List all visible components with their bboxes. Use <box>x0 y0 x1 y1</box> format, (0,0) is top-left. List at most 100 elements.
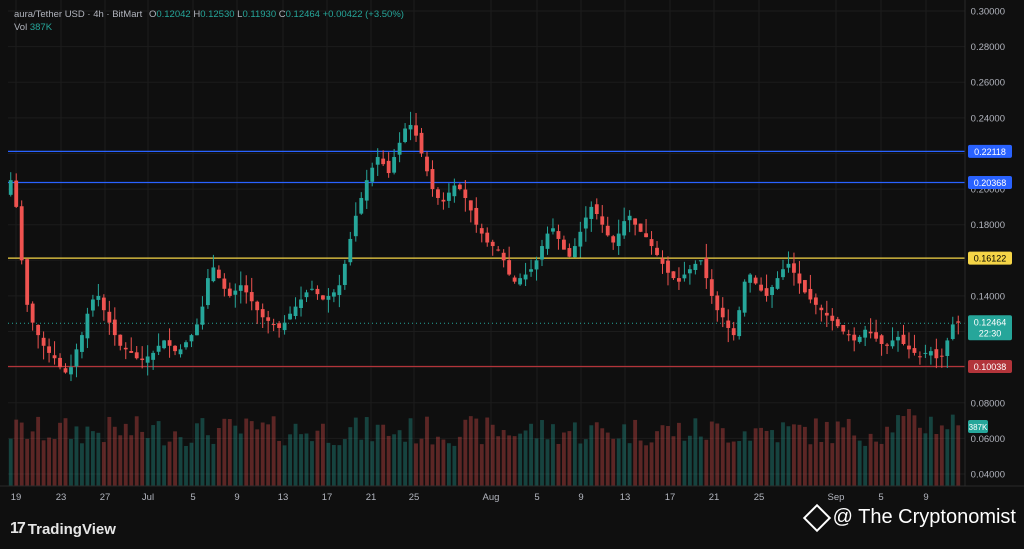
candle-body <box>80 335 84 352</box>
volume-bar <box>205 435 210 486</box>
candle-body <box>227 288 232 296</box>
candle-body <box>310 288 314 290</box>
candle-body <box>41 337 46 346</box>
volume-bar <box>879 443 884 486</box>
volume-bar <box>666 426 670 486</box>
volume-bar <box>698 436 703 486</box>
y-tick-label: 0.08000 <box>971 398 1005 409</box>
candle-body <box>452 185 457 197</box>
candle-body <box>299 299 303 308</box>
volume-bar <box>238 433 243 486</box>
candle-body <box>134 352 139 359</box>
candle-body <box>775 278 780 289</box>
volume-bar <box>255 429 260 486</box>
candle-body <box>556 231 561 239</box>
volume-bar <box>835 421 840 486</box>
volume-bar <box>611 438 616 486</box>
candle-body <box>835 319 840 327</box>
volume-bar <box>824 421 829 486</box>
volume-bar <box>370 441 375 486</box>
candle-body <box>956 321 961 323</box>
candle-body <box>414 125 418 136</box>
volume-bar <box>923 433 928 486</box>
legend-symbol: aura/Tether USD · 4h · BitMart <box>14 9 143 20</box>
candle-body <box>633 218 638 225</box>
volume-bar <box>529 423 533 486</box>
legend-close: 0.12464 <box>285 9 320 20</box>
x-tick-label: Aug <box>483 492 500 503</box>
candle-body <box>457 184 462 190</box>
volume-bar <box>36 416 41 486</box>
candle-body <box>704 257 709 279</box>
volume-bar <box>759 427 764 486</box>
legend-ohlc-row: aura/Tether USD · 4h · BitMart O0.12042 … <box>14 8 404 21</box>
candle-body <box>348 238 353 263</box>
candle-body <box>392 157 397 173</box>
candle-body <box>211 267 216 282</box>
candle-body <box>737 310 742 337</box>
tradingview-brand[interactable]: 17 TradingView <box>10 520 116 538</box>
volume-bar <box>939 425 944 486</box>
volume-bar <box>490 424 495 486</box>
volume-bar <box>271 416 276 486</box>
volume-bar <box>841 427 846 486</box>
volume-bar <box>551 424 555 486</box>
candle-body <box>271 324 276 326</box>
volume-bar <box>507 435 512 486</box>
x-tick-label: 17 <box>665 492 676 503</box>
y-tick-label: 0.04000 <box>971 470 1005 481</box>
candle-body <box>572 246 577 258</box>
candle-body <box>666 260 670 273</box>
volume-bar <box>419 438 424 486</box>
x-tick-label: 27 <box>100 492 111 503</box>
volume-bar <box>310 441 314 486</box>
candle-body <box>288 313 292 320</box>
volume-bar <box>627 443 632 486</box>
candle-body <box>441 199 446 202</box>
candle-body <box>567 248 572 257</box>
candle-body <box>720 307 725 318</box>
volume-bar <box>578 443 583 486</box>
level-tag-label: 0.16122 <box>974 254 1007 264</box>
candle-body <box>474 207 479 225</box>
volume-bars <box>8 408 961 486</box>
volume-bar <box>436 436 440 486</box>
volume-bar <box>709 421 714 486</box>
volume-bar <box>47 437 51 486</box>
candle-body <box>797 273 802 284</box>
candle-body <box>770 287 774 295</box>
candle-body <box>151 352 156 360</box>
volume-bar <box>156 421 161 486</box>
candle-body <box>205 278 210 306</box>
candle-body <box>167 340 172 346</box>
candle-body <box>644 233 648 238</box>
legend-vol-label: Vol <box>14 22 28 33</box>
candle-body <box>950 324 955 339</box>
legend-volume-row: Vol 387K <box>14 21 404 34</box>
candle-body <box>19 206 24 261</box>
volume-bar <box>583 439 588 486</box>
candle-body <box>907 345 911 350</box>
x-tick-label: 9 <box>234 492 239 503</box>
candle-body <box>868 331 873 334</box>
candle-body <box>529 269 533 272</box>
volume-bar <box>348 427 353 486</box>
candle-body <box>496 249 501 251</box>
volume-bar <box>233 425 238 486</box>
candle-body <box>397 142 402 155</box>
candles <box>8 111 961 382</box>
candle-body <box>69 367 73 375</box>
volume-bar <box>896 415 900 486</box>
volume-bar <box>69 438 73 486</box>
candle-body <box>622 221 627 236</box>
volume-bar <box>457 436 462 486</box>
volume-bar <box>134 416 139 486</box>
candle-body <box>63 368 68 373</box>
x-tick-label: 5 <box>534 492 539 503</box>
volume-bar <box>594 422 599 486</box>
x-tick-label: 5 <box>190 492 195 503</box>
level-tag-label: 0.22118 <box>974 147 1006 157</box>
watermark: @ The Cryptonomist <box>802 503 1016 532</box>
